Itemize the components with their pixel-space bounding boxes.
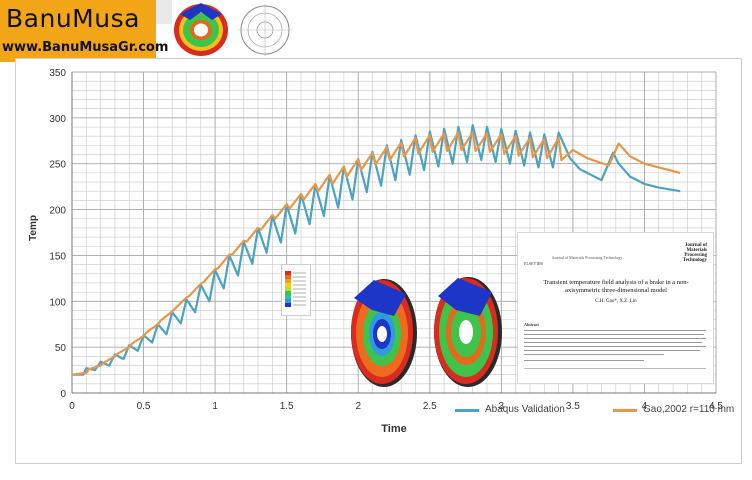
x-tick-label: 2.5 xyxy=(423,401,437,412)
paper-text-line xyxy=(524,346,706,348)
paper-text-line xyxy=(524,342,702,344)
y-tick-label: 300 xyxy=(49,114,66,125)
series-line-abaqus xyxy=(72,124,681,376)
y-tick-label: 150 xyxy=(49,251,66,262)
contour-color-key xyxy=(281,264,311,316)
paper-inset: ELSEVIER Journal of Materials Processing… xyxy=(517,232,714,384)
paper-publisher: ELSEVIER xyxy=(524,261,543,266)
brake-drawing-thumbnail xyxy=(238,4,292,56)
brand-logo: BanuMusa www.BanuMusaGr.com xyxy=(0,0,168,62)
y-tick-label: 350 xyxy=(49,68,66,79)
paper-text-line xyxy=(524,334,704,336)
paper-title: Transient temperature field analysis of … xyxy=(543,279,689,294)
brand-title: BanuMusa xyxy=(6,4,140,33)
x-tick-label: 3 xyxy=(499,401,505,412)
x-tick-label: 2 xyxy=(355,401,361,412)
x-axis-label: Time xyxy=(381,423,406,435)
paper-text-line xyxy=(524,330,706,332)
thumbnail-strip xyxy=(156,0,172,24)
y-axis-label: Temp xyxy=(28,215,39,241)
brand-url: www.BanuMusaGr.com xyxy=(2,40,169,55)
x-tick-label: 1 xyxy=(212,401,218,412)
paper-text-line xyxy=(524,354,664,356)
x-tick-label: 0 xyxy=(69,401,75,412)
x-tick-label: 3.5 xyxy=(566,401,580,412)
legend-swatch-abaqus xyxy=(455,409,479,412)
brake-disc-thumbnail xyxy=(174,3,228,56)
legend-label-gao: Gao,2002 r=110 mm xyxy=(643,404,735,415)
chart-series xyxy=(71,124,681,376)
series-line-gao xyxy=(71,131,681,376)
x-tick-label: 4 xyxy=(642,401,648,412)
y-tick-label: 100 xyxy=(49,297,66,308)
paper-rule xyxy=(524,368,706,370)
legend-label-abaqus: Abaqus Validation xyxy=(485,404,565,415)
x-tick-label: 0.5 xyxy=(137,401,151,412)
paper-journal: Journal of Materials Processing Technolo… xyxy=(552,255,623,260)
x-tick-label: 4.5 xyxy=(709,401,723,412)
x-tick-label: 1.5 xyxy=(280,401,294,412)
y-tick-label: 0 xyxy=(60,389,66,400)
y-tick-label: 250 xyxy=(49,160,66,171)
y-tick-label: 50 xyxy=(55,343,67,354)
paper-authors: C.H. Gao*, X.Z. Lin xyxy=(595,299,637,304)
chart-axes: 0 0.5 1 1.5 2 2.5 3 3.5 4 4.5 0 50 100 150 200 250 300 35… xyxy=(49,68,723,412)
brake-disc-contour-left xyxy=(351,279,417,387)
paper-text-line xyxy=(524,338,706,340)
y-tick-label: 200 xyxy=(49,206,66,217)
paper-journal-logo: Journal of Materials Processing Technolo… xyxy=(682,243,707,263)
brake-disc-contour-right xyxy=(434,277,502,387)
paper-text-line xyxy=(524,360,644,362)
legend-swatch-gao xyxy=(613,409,637,412)
paper-abstract-heading: Abstract xyxy=(524,322,539,327)
paper-text-line xyxy=(524,350,700,352)
